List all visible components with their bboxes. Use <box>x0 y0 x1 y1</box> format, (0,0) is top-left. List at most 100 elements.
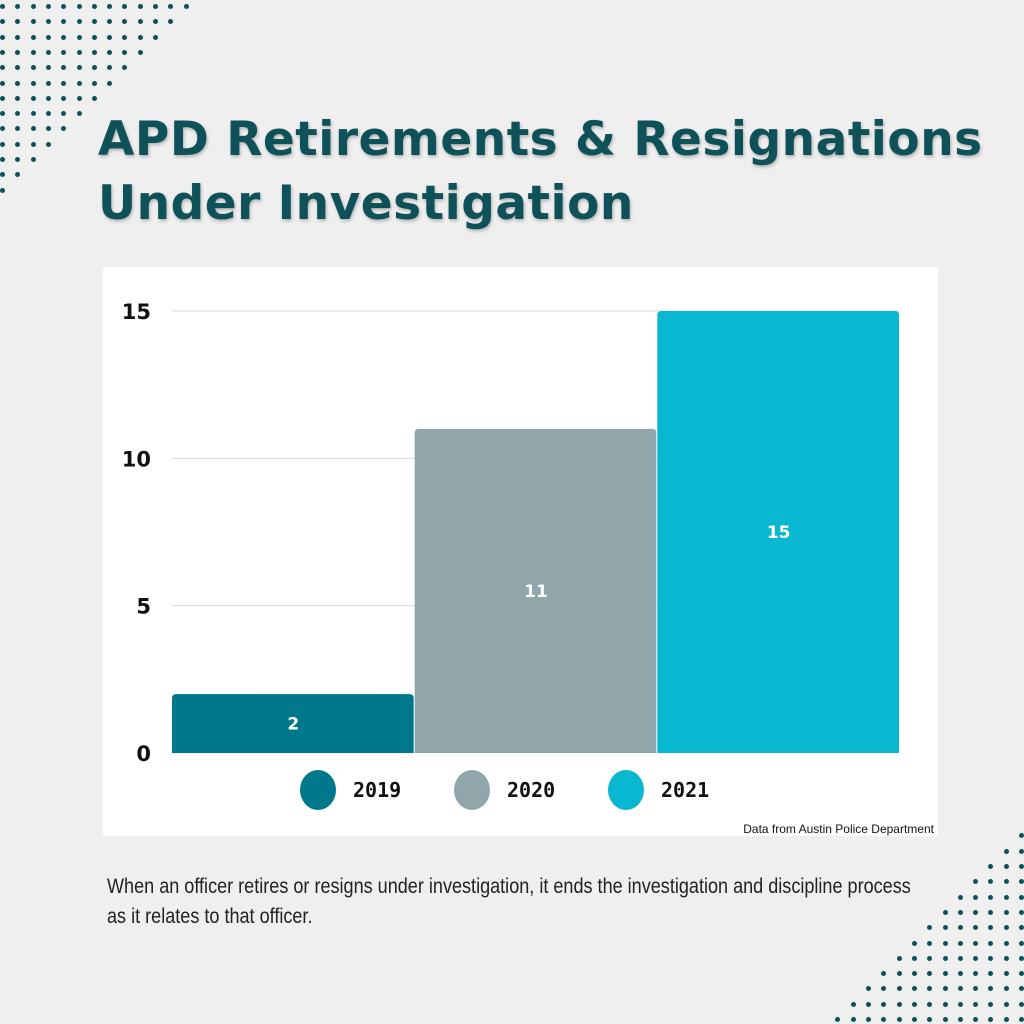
dot <box>1003 879 1009 885</box>
dot <box>107 19 113 25</box>
bar-value-label: 15 <box>767 523 791 543</box>
dot <box>15 49 21 55</box>
chart-panel: 0 5 10 15 2 11 15 2019 2020 2021 Data from Austin… <box>103 267 938 836</box>
dot <box>0 126 5 132</box>
dot <box>0 111 5 117</box>
dot <box>61 126 67 132</box>
dot <box>942 940 948 946</box>
dot <box>896 955 902 961</box>
dot <box>15 141 21 147</box>
dot <box>973 1001 979 1007</box>
dot <box>76 65 82 71</box>
dot <box>76 19 82 25</box>
bar-2020 <box>414 428 657 753</box>
dot <box>1019 848 1024 854</box>
dot <box>1019 940 1024 946</box>
dot <box>61 65 67 71</box>
dot <box>0 187 5 193</box>
dot <box>153 34 158 40</box>
dot <box>122 65 128 71</box>
dot <box>45 111 51 117</box>
y-tick-label: 0 <box>136 742 151 766</box>
dot <box>107 4 113 9</box>
bar-2021 <box>657 311 899 753</box>
dot <box>957 955 963 961</box>
dot <box>957 1017 963 1022</box>
dot <box>122 49 128 55</box>
y-tick-label: 10 <box>122 447 151 471</box>
dot <box>1019 864 1024 869</box>
dot <box>973 925 979 931</box>
dot <box>896 971 902 977</box>
dot <box>988 1017 994 1022</box>
dot <box>61 34 67 40</box>
dot <box>30 4 36 9</box>
dot <box>973 986 979 992</box>
dot <box>927 1001 933 1007</box>
dot <box>957 971 963 977</box>
dot <box>896 986 902 992</box>
legend-label: 2021 <box>661 778 709 802</box>
dot <box>45 49 51 55</box>
dot <box>911 1017 917 1022</box>
dot <box>45 4 51 9</box>
dot <box>1003 864 1009 869</box>
dot <box>927 940 933 946</box>
dot <box>1019 1017 1024 1022</box>
dot <box>988 986 994 992</box>
bar-value-label: 11 <box>524 582 548 602</box>
dot <box>973 971 979 977</box>
dot <box>927 955 933 961</box>
dot <box>942 971 948 977</box>
y-tick-label: 5 <box>136 595 151 619</box>
dot <box>896 1001 902 1007</box>
dot <box>988 894 994 900</box>
dot <box>91 95 97 101</box>
dot <box>137 49 143 55</box>
dot <box>91 49 97 55</box>
dot <box>927 925 933 931</box>
dot <box>911 955 917 961</box>
dot <box>168 4 174 9</box>
dot <box>988 925 994 931</box>
dot <box>942 955 948 961</box>
dot <box>168 19 174 25</box>
dot <box>957 909 963 915</box>
dot <box>30 111 36 117</box>
legend-swatch-2021 <box>608 770 644 810</box>
dot <box>107 65 113 71</box>
dot <box>61 19 67 25</box>
dot <box>896 1017 902 1022</box>
dot <box>137 4 143 9</box>
dot <box>91 19 97 25</box>
dot <box>1003 1001 1009 1007</box>
dot <box>107 34 113 40</box>
dot <box>30 34 36 40</box>
bar-2019 <box>172 694 414 753</box>
legend-swatch-2020 <box>454 770 490 810</box>
source-note: Data from Austin Police Department <box>743 822 934 836</box>
dot <box>0 49 5 55</box>
title-line-1: APD Retirements & Resignations <box>98 112 983 167</box>
dot <box>973 940 979 946</box>
dot <box>153 4 158 9</box>
dot <box>973 955 979 961</box>
dot <box>1019 909 1024 915</box>
dot <box>881 986 887 992</box>
dot <box>942 925 948 931</box>
dot <box>0 80 5 86</box>
dot <box>15 111 21 117</box>
dot <box>76 80 82 86</box>
dot <box>45 80 51 86</box>
dot <box>988 940 994 946</box>
dot <box>942 1001 948 1007</box>
dot <box>835 1017 841 1022</box>
dot <box>911 940 917 946</box>
dot <box>91 34 97 40</box>
dot <box>973 879 979 885</box>
dot <box>30 65 36 71</box>
dot <box>30 80 36 86</box>
dot <box>76 49 82 55</box>
dot <box>957 1001 963 1007</box>
dot <box>15 126 21 132</box>
